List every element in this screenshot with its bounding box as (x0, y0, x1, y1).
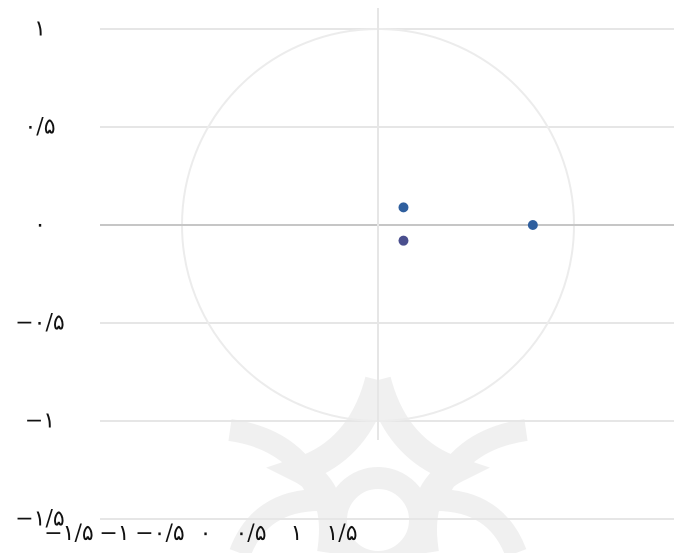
grid-lines (100, 28, 674, 520)
x-tick-label: ۱/۵ (326, 521, 357, 546)
x-tick-label: ۰/۵ (235, 521, 266, 546)
y-tick-labels: ۱/۵۱۰/۵۰−۰/۵−۱−۱/۵ (15, 17, 64, 532)
data-point (527, 220, 538, 230)
x-tick-label: −۰/۵ (135, 521, 184, 546)
x-tick-label: ۰ (200, 521, 212, 546)
watermark-stroke (420, 419, 528, 553)
x-tick-label: −۱ (99, 521, 129, 546)
data-point (398, 202, 409, 213)
x-tick-label: ۱ (291, 521, 303, 546)
y-tick-label: ۱ (34, 17, 46, 42)
y-tick-label: −۱ (25, 409, 55, 434)
y-tick-label: −۱/۵ (15, 507, 64, 532)
axes (100, 8, 674, 440)
y-tick-label: ۰/۵ (24, 115, 55, 140)
y-tick-label: −۰/۵ (15, 311, 64, 336)
y-tick-label: ۰ (34, 213, 46, 238)
watermark-stroke (228, 419, 336, 553)
x-tick-labels: −۱/۵ −۱ −۰/۵ ۰ ۰/۵ ۱ ۱/۵ (44, 521, 357, 546)
x-tick-label: −۱/۵ (44, 521, 93, 546)
data-point (398, 235, 409, 246)
data-points (398, 202, 538, 246)
